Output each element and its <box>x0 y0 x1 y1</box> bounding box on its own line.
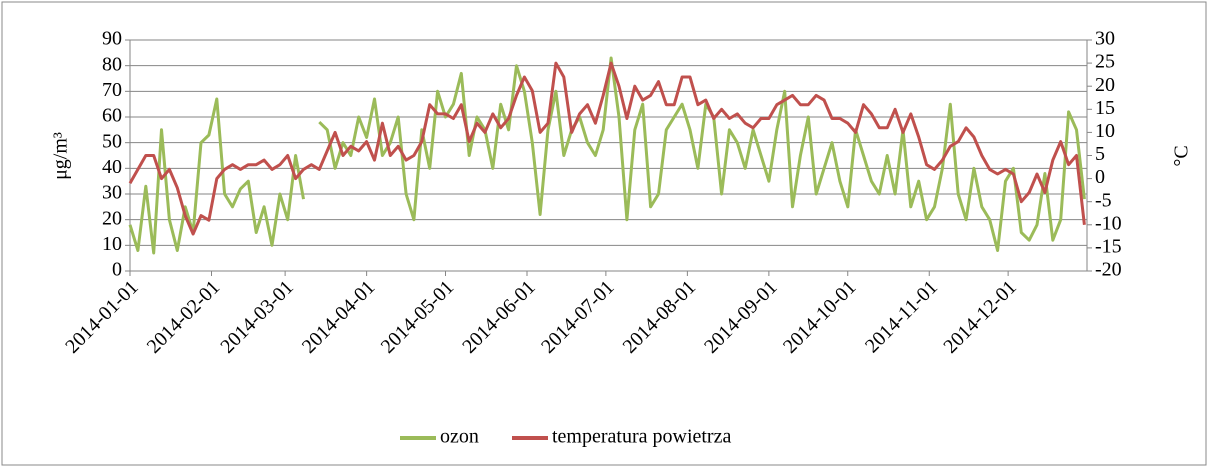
y-tick-label: 50 <box>102 130 122 152</box>
y2-tick-label: 15 <box>1095 97 1115 119</box>
y2-tick-label: 20 <box>1095 74 1115 96</box>
y-tick-label: 20 <box>102 207 122 229</box>
y-tick-label: 10 <box>102 233 122 255</box>
y-tick-label: 80 <box>102 53 122 75</box>
series-line <box>128 61 1086 236</box>
y2-tick-label: -15 <box>1095 235 1122 257</box>
y-tick-label: 30 <box>102 182 122 204</box>
y-tick-label: 0 <box>112 259 122 281</box>
y2-axis-label: °C <box>1171 145 1193 166</box>
y-tick-label: 70 <box>102 79 122 101</box>
y2-tick-label: 10 <box>1095 120 1115 142</box>
y2-tick-label: 30 <box>1095 28 1115 50</box>
y-tick-label: 90 <box>102 28 122 50</box>
y2-tick-label: -5 <box>1095 189 1112 211</box>
y-tick-label: 60 <box>102 105 122 127</box>
legend-label: temperatura powietrza <box>552 426 731 448</box>
y2-tick-label: -20 <box>1095 259 1122 281</box>
y-tick-label: 40 <box>102 156 122 178</box>
y-axis-label: μg/m³ <box>50 132 72 180</box>
y2-tick-label: -10 <box>1095 212 1122 234</box>
legend-label: ozon <box>440 426 479 448</box>
y2-tick-label: 5 <box>1095 143 1105 165</box>
y2-tick-label: 0 <box>1095 166 1105 188</box>
y2-tick-label: 25 <box>1095 51 1115 73</box>
